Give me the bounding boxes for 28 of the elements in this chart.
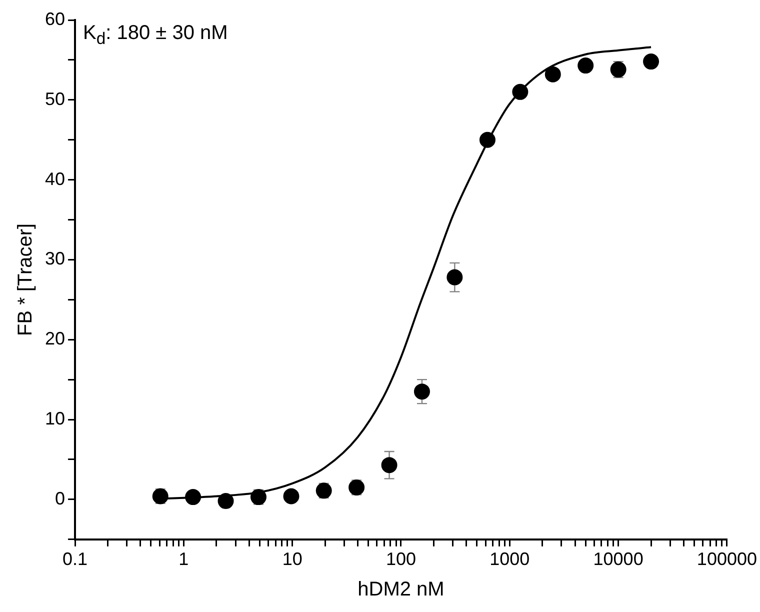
y-tick-label: 10 <box>44 408 66 429</box>
y-tick-label: 30 <box>44 248 66 269</box>
y-tick-label: 50 <box>44 88 66 109</box>
point <box>643 54 660 70</box>
point <box>381 457 398 474</box>
point <box>185 489 202 506</box>
x-tick-label: 10000 <box>593 549 644 570</box>
point <box>544 66 561 82</box>
x-axis-title: hDM2 nM <box>358 578 444 601</box>
x-tick-label: 10 <box>282 549 302 570</box>
point <box>512 84 528 100</box>
x-tick-label: 1 <box>178 549 189 570</box>
y-tick-label: 40 <box>44 168 66 189</box>
y-axis-title: FB * [Tracer] <box>14 223 37 336</box>
point <box>578 58 594 74</box>
y-tick-label: 0 <box>55 488 66 508</box>
point <box>479 132 496 148</box>
y-tick-label: 20 <box>44 328 66 349</box>
x-tick-label: 0.1 <box>62 549 88 570</box>
annotation: K$_{d}$: 180 ± 30 nM <box>83 22 228 49</box>
x-tick-label: 1000 <box>490 549 530 570</box>
x-tick-label: 100000 <box>696 549 758 570</box>
y-tick-label: 60 <box>44 8 66 29</box>
point <box>218 493 234 510</box>
x-tick-label: 100 <box>386 549 416 570</box>
point <box>414 384 430 400</box>
point <box>283 488 300 504</box>
point <box>446 269 463 286</box>
